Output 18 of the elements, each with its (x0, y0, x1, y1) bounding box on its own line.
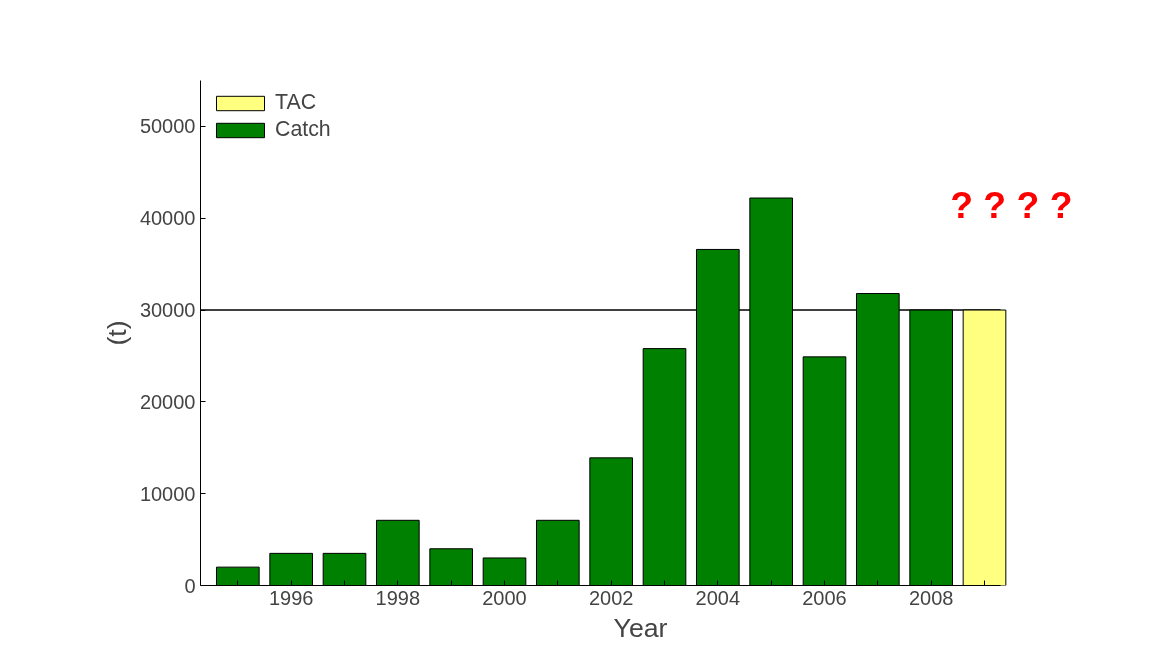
y-tick-label: 30000 (139, 299, 196, 322)
x-tick-label: 2000 (482, 586, 527, 609)
y-axis-title: (t) (101, 320, 132, 346)
x-tick-label: 1998 (375, 586, 421, 609)
x-axis-title: Year (613, 612, 668, 643)
x-tick-label: 2004 (695, 586, 741, 609)
y-tick-label: 50000 (139, 115, 196, 138)
y-tick-label: 40000 (139, 207, 196, 230)
x-tick-label: 2008 (908, 586, 954, 609)
y-tick-label: 0 (184, 574, 196, 597)
x-tick-label: 2006 (802, 586, 847, 609)
y-tick-label: 10000 (139, 482, 196, 505)
x-tick-label: 2002 (588, 586, 634, 609)
y-tick-label: 20000 (139, 390, 196, 413)
x-tick-label: 1996 (268, 586, 314, 609)
annotation: ? ? ? ? (950, 183, 1073, 226)
legend-label: Catch (275, 117, 331, 142)
legend-label: TAC (275, 90, 317, 115)
